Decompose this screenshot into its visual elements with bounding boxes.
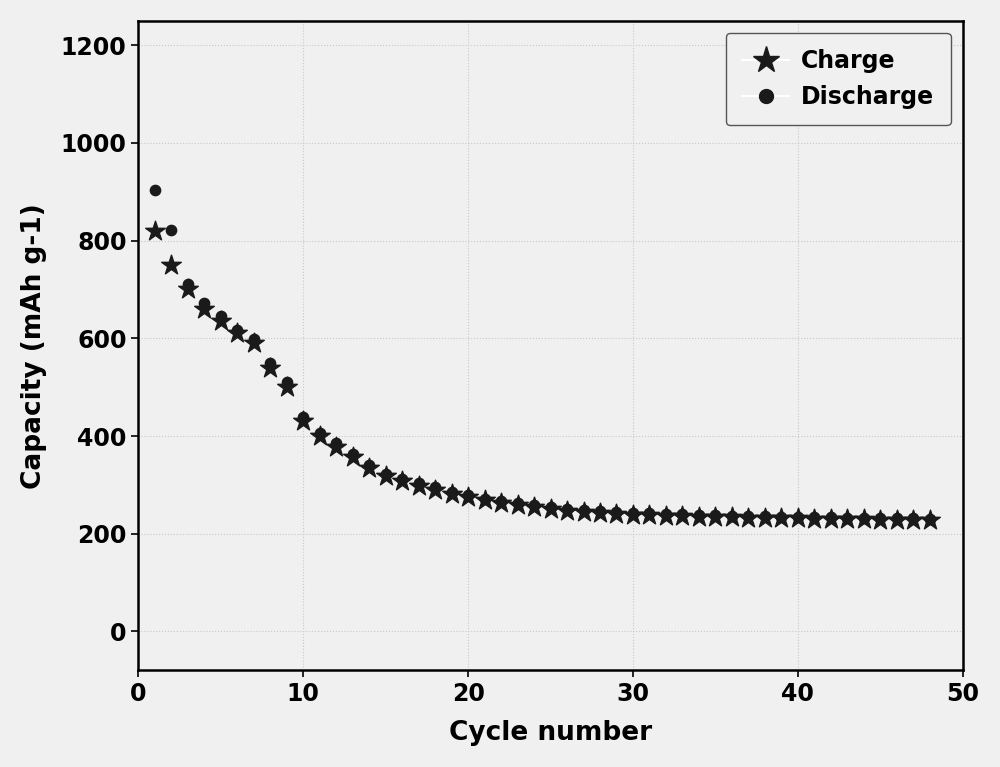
Discharge [361,459,377,471]
Discharge [641,507,657,519]
Charge [147,225,163,237]
Charge [740,512,756,524]
Discharge [724,509,740,522]
Discharge [510,497,526,509]
Discharge [806,511,822,523]
Discharge [328,437,344,449]
Charge [427,484,443,496]
Charge [856,513,872,525]
Discharge [427,481,443,493]
Discharge [592,505,608,517]
Discharge [312,426,328,439]
Charge [394,475,410,487]
Discharge [823,511,839,523]
Charge [345,450,361,463]
Discharge [394,472,410,485]
Discharge [691,509,707,521]
Charge [905,513,921,525]
Charge [196,303,212,315]
Charge [378,470,394,482]
X-axis label: Cycle number: Cycle number [449,720,652,746]
Charge [658,509,674,522]
Discharge [543,501,559,513]
Charge [559,505,575,517]
Charge [707,511,723,523]
Charge [328,440,344,453]
Y-axis label: Capacity (mAh g-1): Capacity (mAh g-1) [21,202,47,489]
Discharge [147,184,163,196]
Discharge [477,492,493,505]
Charge [493,497,509,509]
Discharge [856,512,872,524]
Charge [625,509,641,521]
Discharge [163,224,179,236]
Charge [361,462,377,474]
Discharge [905,512,921,524]
Charge [262,361,278,374]
Charge [724,511,740,523]
Discharge [460,489,476,502]
Charge [295,415,311,427]
Charge [163,259,179,272]
Discharge [625,506,641,518]
Legend: Charge, Discharge: Charge, Discharge [726,33,951,126]
Discharge [295,411,311,423]
Discharge [213,310,229,322]
Charge [510,499,526,512]
Charge [411,479,427,492]
Discharge [658,508,674,520]
Charge [608,508,624,520]
Charge [823,512,839,525]
Discharge [345,447,361,459]
Discharge [196,297,212,309]
Charge [246,337,262,349]
Charge [444,488,460,500]
Discharge [559,502,575,515]
Charge [806,512,822,525]
Charge [213,315,229,328]
Discharge [411,477,427,489]
Charge [872,513,888,525]
Discharge [229,324,245,336]
Discharge [757,510,773,522]
Discharge [180,278,196,290]
Discharge [922,512,938,525]
Discharge [790,511,806,523]
Charge [691,511,707,523]
Charge [180,283,196,295]
Discharge [444,486,460,498]
Discharge [839,512,855,524]
Charge [773,512,789,524]
Charge [592,506,608,518]
Charge [543,503,559,515]
Charge [279,381,295,393]
Discharge [493,495,509,507]
Discharge [608,505,624,518]
Discharge [740,509,756,522]
Charge [576,505,592,518]
Charge [757,512,773,524]
Charge [674,510,690,522]
Charge [922,514,938,526]
Charge [229,328,245,340]
Charge [312,430,328,442]
Discharge [872,512,888,524]
Discharge [773,511,789,523]
Discharge [262,357,278,369]
Discharge [279,376,295,388]
Charge [790,512,806,524]
Charge [526,501,542,513]
Charge [460,491,476,503]
Discharge [246,333,262,345]
Discharge [889,512,905,524]
Charge [839,513,855,525]
Charge [889,513,905,525]
Discharge [526,499,542,512]
Charge [477,495,493,507]
Discharge [674,508,690,520]
Charge [641,509,657,522]
Discharge [576,504,592,516]
Discharge [707,509,723,522]
Discharge [378,468,394,480]
